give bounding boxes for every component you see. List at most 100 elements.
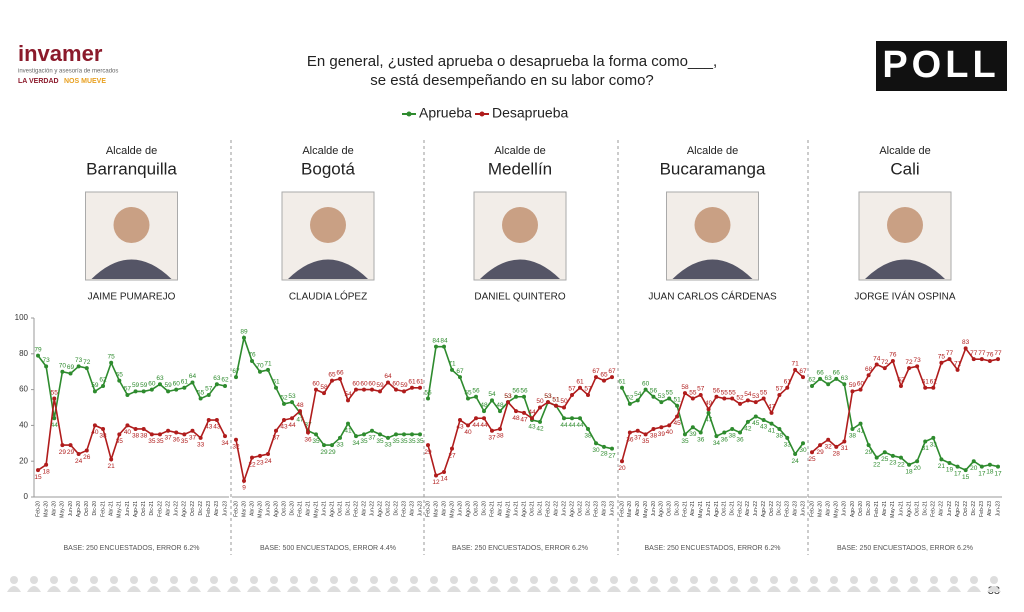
data-label: 38 <box>132 433 140 440</box>
point <box>979 464 984 469</box>
data-label: 20 <box>914 465 922 472</box>
data-label: 23 <box>889 460 897 467</box>
x-tick-label: Jun-22 <box>947 501 953 517</box>
data-label: 36 <box>626 436 634 443</box>
data-label: 64 <box>384 373 392 380</box>
data-label: 35 <box>400 438 408 445</box>
data-label: 53 <box>288 393 296 400</box>
icon <box>630 576 638 584</box>
icon <box>190 576 198 584</box>
x-tick-label: Jun-23 <box>609 501 615 517</box>
data-label: 43 <box>760 424 768 431</box>
icon <box>747 586 761 592</box>
icon <box>310 576 318 584</box>
data-label: 76 <box>986 352 994 359</box>
point <box>298 409 302 414</box>
data-label: 33 <box>930 442 938 449</box>
point <box>426 443 430 448</box>
data-label: 53 <box>544 393 552 400</box>
data-label: 67 <box>456 368 464 375</box>
point <box>714 434 719 439</box>
x-tick-label: Mar-20 <box>627 501 633 517</box>
point <box>190 428 195 433</box>
panel-city: Medellín <box>488 159 552 178</box>
x-tick-label: May-21 <box>890 501 896 518</box>
point <box>586 426 590 431</box>
data-label: 59 <box>400 382 408 389</box>
x-tick-label: Dic-20 <box>674 501 680 516</box>
data-label: 39 <box>689 431 697 438</box>
point <box>659 425 664 430</box>
icon <box>267 586 281 592</box>
data-label: 44 <box>568 422 576 429</box>
point <box>923 439 928 444</box>
data-label: 53 <box>544 393 552 400</box>
x-tick-label: Oct-22 <box>577 501 583 516</box>
x-tick-label: Ago-21 <box>329 501 335 517</box>
x-tick-label: Oct-22 <box>385 501 391 516</box>
data-label: 59 <box>849 382 857 389</box>
point <box>826 382 831 387</box>
point <box>858 421 863 426</box>
data-label: 71 <box>792 361 800 368</box>
data-label: 63 <box>841 375 849 382</box>
point <box>266 452 270 457</box>
point <box>818 443 823 448</box>
x-tick-label: Feb-22 <box>545 501 551 517</box>
data-label: 74 <box>873 355 881 362</box>
data-label: 44 <box>51 422 59 429</box>
point <box>554 403 558 408</box>
icon <box>647 586 661 592</box>
icon <box>350 576 358 584</box>
x-tick-label: Jun-20 <box>842 501 848 517</box>
x-tick-label: Jun-22 <box>561 501 567 517</box>
data-label: 29 <box>328 449 336 456</box>
data-label: 44 <box>560 422 568 429</box>
icon <box>547 586 561 592</box>
point <box>458 375 462 380</box>
point <box>370 428 374 433</box>
point <box>546 400 550 405</box>
icon <box>567 586 581 592</box>
panel-title: Alcalde de <box>302 145 353 157</box>
x-tick-label: Feb-21 <box>682 501 688 517</box>
data-label: 77 <box>978 350 986 357</box>
x-tick-label: Abr-20 <box>249 501 255 516</box>
point <box>627 430 632 435</box>
x-tick-label: Feb-23 <box>785 501 791 517</box>
point <box>190 380 195 385</box>
legend-marker <box>479 111 485 117</box>
point <box>643 387 648 392</box>
icon <box>710 576 718 584</box>
data-label: 32 <box>232 443 240 450</box>
photo-body <box>91 259 172 279</box>
point <box>979 357 984 362</box>
point <box>882 450 887 455</box>
x-tick-label: Dic-22 <box>777 501 783 516</box>
data-label: 24 <box>264 458 272 465</box>
data-label: 40 <box>666 429 674 436</box>
data-label: 61 <box>618 379 626 386</box>
data-label: 27 <box>608 452 616 459</box>
data-label: 44 <box>528 409 536 416</box>
icon <box>7 586 21 592</box>
point <box>722 396 727 401</box>
legend-label: Desaprueba <box>492 105 568 121</box>
point <box>939 360 944 365</box>
point <box>793 452 798 457</box>
x-tick-label: Ago-21 <box>714 501 720 517</box>
x-tick-label: Abr-20 <box>826 501 832 516</box>
point <box>434 473 438 478</box>
base-note: BASE: 250 ENCUESTADOS, ERROR 6.2% <box>452 545 588 552</box>
data-label: 64 <box>189 373 197 380</box>
icon <box>50 576 58 584</box>
x-tick-label: Oct-21 <box>529 501 535 516</box>
icon <box>407 586 421 592</box>
data-label: 65 <box>600 371 608 378</box>
data-label: 54 <box>344 391 352 398</box>
x-tick-label: Abr-22 <box>165 501 171 516</box>
data-label: 56 <box>520 387 528 394</box>
point <box>826 437 831 442</box>
data-label: 67 <box>608 368 616 375</box>
